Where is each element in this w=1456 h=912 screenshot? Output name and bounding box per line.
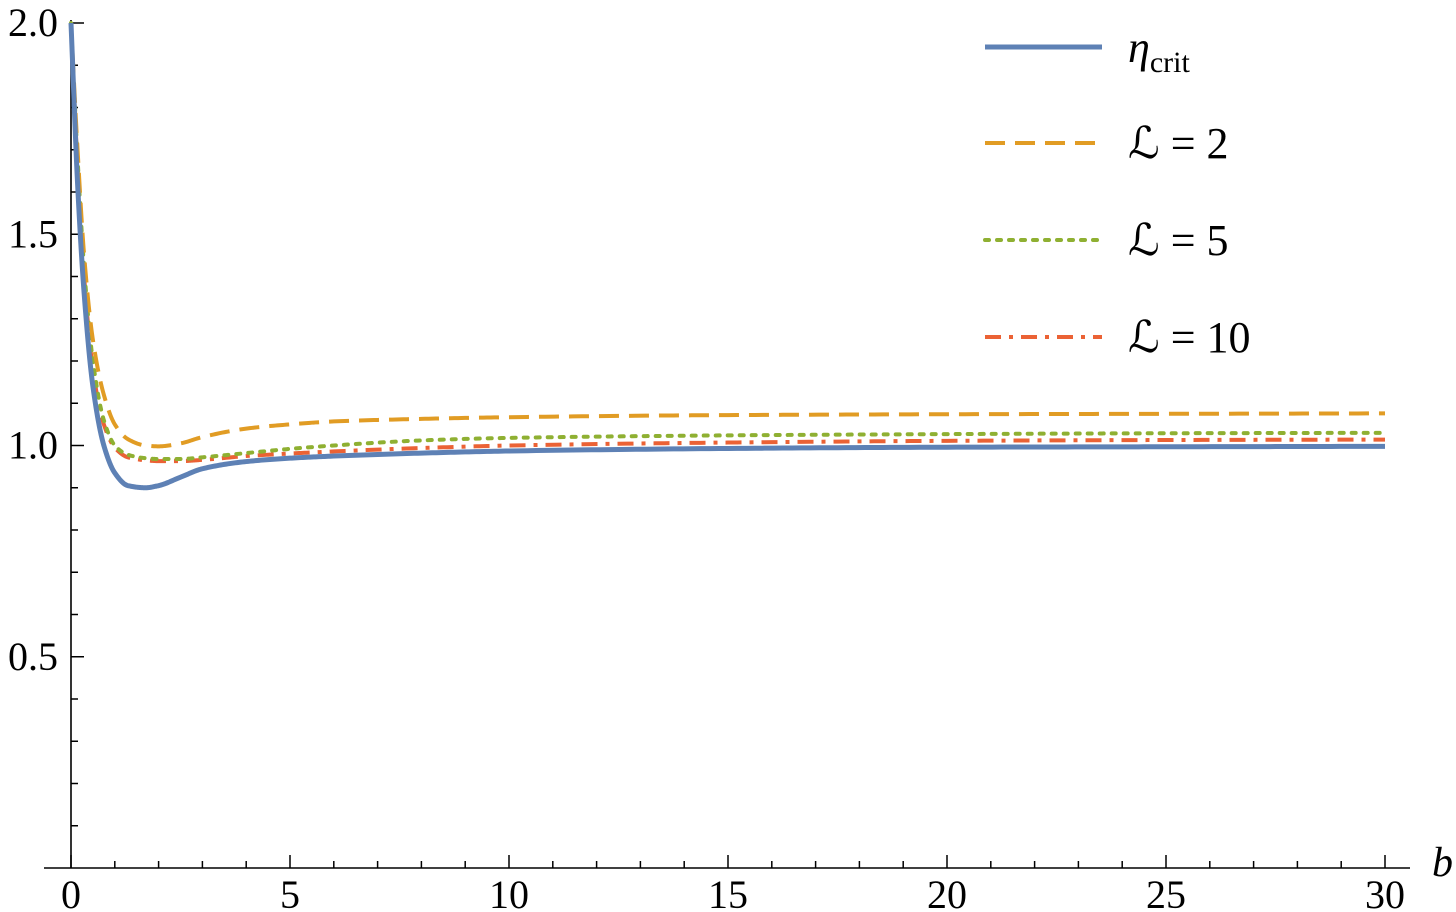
legend-label-sub: crit (1150, 46, 1191, 79)
x-tick-label: 30 (1365, 872, 1405, 912)
series-line-2 (69, 21, 1387, 462)
legend: ηcrit ℒ = 2 ℒ = 5 ℒ = 10 (983, 23, 1251, 362)
x-tick-label: 25 (1146, 872, 1186, 912)
y-tick-label: 1.5 (8, 211, 58, 256)
x-tick-label: 10 (489, 872, 529, 912)
series-line-1 (69, 22, 1386, 449)
legend-label-0: ηcrit (1128, 23, 1190, 79)
y-tick-label: 2.0 (8, 0, 58, 45)
legend-label-main: η (1128, 23, 1150, 72)
series-layer (68, 21, 1387, 491)
x-tick-label: 15 (708, 872, 748, 912)
x-tick-label: 20 (927, 872, 967, 912)
series-line-0 (68, 22, 1386, 491)
axes: 0 5 10 15 20 25 30 0.5 1.0 1.5 2.0 b (8, 0, 1453, 912)
legend-label-3: ℒ = 10 (1128, 313, 1251, 362)
series-line-3 (69, 22, 1386, 464)
x-axis-title: b (1432, 840, 1453, 886)
legend-label-2: ℒ = 5 (1128, 216, 1229, 265)
x-tick-label: 0 (61, 872, 81, 912)
y-tick-label: 0.5 (8, 634, 58, 679)
legend-label-1: ℒ = 2 (1128, 119, 1229, 168)
y-tick-label: 1.0 (8, 423, 58, 468)
x-tick-label: 5 (280, 872, 300, 912)
